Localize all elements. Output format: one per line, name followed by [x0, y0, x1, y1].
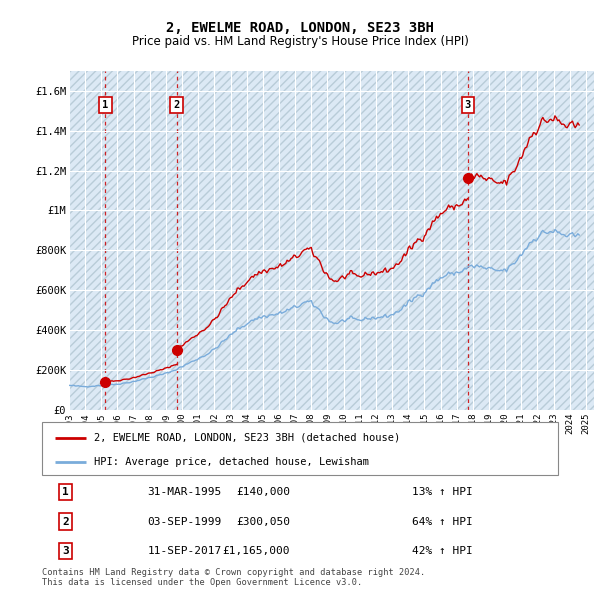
Text: 64% ↑ HPI: 64% ↑ HPI	[412, 516, 472, 526]
Text: HPI: Average price, detached house, Lewisham: HPI: Average price, detached house, Lewi…	[94, 457, 368, 467]
Text: 2, EWELME ROAD, LONDON, SE23 3BH: 2, EWELME ROAD, LONDON, SE23 3BH	[166, 21, 434, 35]
Text: 11-SEP-2017: 11-SEP-2017	[148, 546, 222, 556]
Text: 1: 1	[62, 487, 69, 497]
Text: Price paid vs. HM Land Registry's House Price Index (HPI): Price paid vs. HM Land Registry's House …	[131, 35, 469, 48]
Text: 2: 2	[62, 516, 69, 526]
Text: 2, EWELME ROAD, LONDON, SE23 3BH (detached house): 2, EWELME ROAD, LONDON, SE23 3BH (detach…	[94, 433, 400, 442]
Text: 42% ↑ HPI: 42% ↑ HPI	[412, 546, 472, 556]
Text: 3: 3	[62, 546, 69, 556]
Text: 3: 3	[465, 100, 471, 110]
Text: Contains HM Land Registry data © Crown copyright and database right 2024.
This d: Contains HM Land Registry data © Crown c…	[42, 568, 425, 587]
Text: 1: 1	[102, 100, 109, 110]
Text: 31-MAR-1995: 31-MAR-1995	[148, 487, 222, 497]
Text: £1,165,000: £1,165,000	[223, 546, 290, 556]
Text: £300,050: £300,050	[236, 516, 290, 526]
Text: 03-SEP-1999: 03-SEP-1999	[148, 516, 222, 526]
FancyBboxPatch shape	[42, 422, 558, 475]
Text: £140,000: £140,000	[236, 487, 290, 497]
Text: 2: 2	[173, 100, 180, 110]
Text: 13% ↑ HPI: 13% ↑ HPI	[412, 487, 472, 497]
